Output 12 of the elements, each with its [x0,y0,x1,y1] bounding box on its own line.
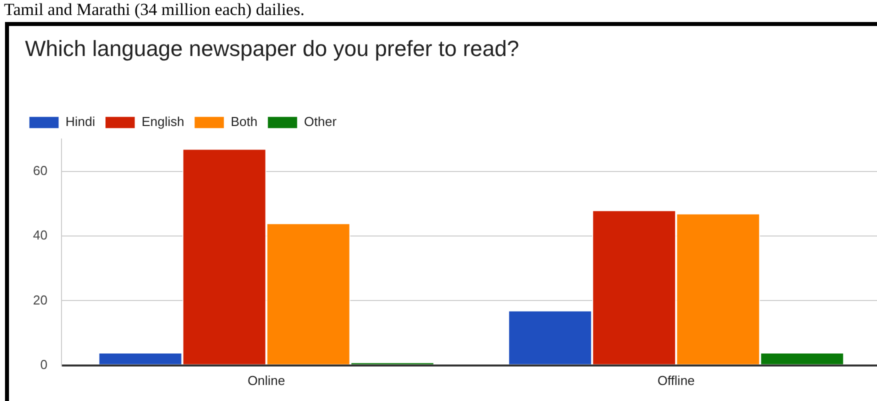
y-tick-label: 20 [32,292,48,308]
legend-label: English [142,114,184,130]
x-tick-label: Offline [657,372,695,388]
legend-label: Hindi [66,114,96,130]
y-tick-label: 0 [40,356,48,372]
chart-title: Which language newspaper do you prefer to read? [24,35,520,63]
legend-label: Both [230,114,258,130]
legend-label: Other [304,114,338,130]
x-tick-label: Online [248,372,286,388]
text: Tamil and Marathi (34 million each) dailies. [3,0,306,21]
y-tick-label: 60 [32,162,48,178]
y-tick-label: 40 [32,228,48,243]
